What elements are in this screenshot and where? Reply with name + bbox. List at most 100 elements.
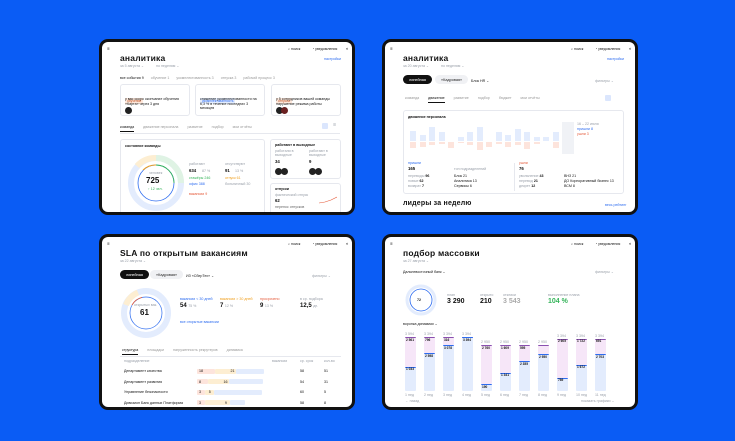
- search-button[interactable]: ⌕ поиск: [571, 47, 584, 51]
- notifications-button[interactable]: ◔ уведомления: [595, 47, 621, 51]
- tab-reports[interactable]: мои отчёты: [232, 125, 252, 129]
- full-rating-link[interactable]: весь рейтинг: [605, 203, 627, 207]
- filter-vacations[interactable]: отпуска 3: [220, 76, 237, 80]
- show-charts-button[interactable]: показать графики ⌄: [581, 399, 615, 403]
- grid-view-toggle[interactable]: [605, 95, 611, 101]
- tab-movement[interactable]: движение: [428, 96, 445, 103]
- bar-blue-label: 1 033: [406, 367, 414, 372]
- x-tick-label: 4 нед: [462, 392, 471, 397]
- filters-button[interactable]: фильтры ⌄: [312, 274, 331, 278]
- left-count: 76: [519, 166, 524, 171]
- tab-hiring[interactable]: подбор: [211, 125, 224, 129]
- list-view-toggle[interactable]: ☰: [333, 123, 337, 127]
- bar-pink-label: 1 722: [577, 339, 585, 344]
- grid-view-toggle[interactable]: [322, 123, 328, 129]
- date-select[interactable]: за 20 августа ⌄: [403, 64, 430, 68]
- theme-toggle-icon[interactable]: ◐: [346, 241, 349, 246]
- event-card[interactable]: отпуска у 5 сотрудников вашей команды на…: [271, 84, 341, 116]
- ontime-segment: [228, 379, 264, 384]
- tab-platforms[interactable]: площадки: [147, 348, 164, 352]
- filter-workflow[interactable]: рабочий процесс 3: [243, 76, 275, 80]
- bar-pink-label: 595: [520, 345, 526, 350]
- unit-select[interactable]: Блок HR ⌄: [471, 79, 490, 83]
- card-title: состояние команды: [125, 144, 161, 148]
- bar-total-label: 3 394: [557, 333, 566, 338]
- row-department: Департамент развития: [124, 379, 163, 384]
- bar-blue-segment: [595, 354, 606, 391]
- theme-toggle-icon[interactable]: ◐: [629, 46, 632, 51]
- tab-team[interactable]: команда: [405, 96, 420, 100]
- tablet-sla: ≡ ⌕ поиск ◔ уведомления ◐ SLA по открыты…: [99, 234, 355, 410]
- filters-button[interactable]: фильтры ⌄: [595, 79, 614, 83]
- tab-team[interactable]: команда: [120, 125, 135, 132]
- tab-dynamics[interactable]: динамика: [226, 348, 243, 352]
- hired-bar: [505, 135, 511, 141]
- event-card[interactable]: обучение у вас скоро окончание обучения …: [120, 84, 190, 116]
- theme-toggle-icon[interactable]: ◐: [629, 241, 632, 246]
- tab-development[interactable]: развитие: [187, 125, 203, 129]
- event-card[interactable]: укомплектованность снижение укомплектова…: [195, 84, 265, 116]
- bar-blue-segment: [443, 345, 454, 391]
- tab-reports[interactable]: мои отчёты: [520, 96, 540, 100]
- row-days: 58: [300, 400, 304, 405]
- movement-card: движение персонала 16 – 22 июля пришли 8…: [403, 110, 624, 194]
- date-select[interactable]: за 5 августа ⌄: [120, 64, 145, 68]
- hired-count: 165: [408, 166, 416, 171]
- filter-all[interactable]: все события 9: [120, 76, 144, 80]
- period-select[interactable]: по неделям ⌄: [441, 64, 465, 68]
- funnel-select[interactable]: воронка динамики ⌄: [403, 322, 438, 326]
- row-days: 60: [300, 390, 304, 394]
- theme-toggle-icon[interactable]: ◐: [346, 46, 349, 51]
- menu-icon[interactable]: ≡: [107, 241, 110, 246]
- x-tick-label: 5 нед: [481, 392, 490, 397]
- search-button[interactable]: ⌕ поиск: [288, 47, 301, 51]
- avatar: [275, 168, 282, 175]
- chip-hr[interactable]: «Кадровая»: [435, 75, 469, 84]
- menu-icon[interactable]: ≡: [390, 241, 393, 246]
- menu-icon[interactable]: ≡: [390, 46, 393, 51]
- chip-hr[interactable]: «Кадровая»: [150, 270, 184, 279]
- filters-button[interactable]: фильтры ⌄: [595, 270, 614, 274]
- notifications-button[interactable]: ◔ уведомления: [312, 242, 338, 246]
- kpi-label: отклики: [503, 293, 516, 297]
- filter-training[interactable]: обучение 1: [150, 76, 170, 80]
- sla-donut-chart: [121, 288, 171, 338]
- bar-blue-label: 2 950: [539, 354, 547, 359]
- tab-budget[interactable]: бюджет: [498, 96, 512, 100]
- settings-link[interactable]: настройки: [324, 57, 342, 61]
- bar-pink-label: 316: [444, 337, 450, 342]
- period-select[interactable]: по неделям ⌄: [156, 64, 180, 68]
- left-bar: [438, 142, 445, 144]
- tab-recruiter-load[interactable]: нагруженность рекрутеров: [172, 348, 218, 352]
- tab-movement[interactable]: движение персонала: [143, 125, 179, 129]
- overdue-segment: [197, 379, 208, 384]
- tab-structure[interactable]: структура: [122, 348, 139, 355]
- bar-total-label: 3 394: [576, 333, 585, 338]
- search-button[interactable]: ⌕ поиск: [288, 242, 301, 246]
- row-days: 54: [300, 379, 304, 384]
- notifications-button[interactable]: ◔ уведомления: [312, 47, 338, 51]
- kpi-value: 3 543: [503, 298, 521, 305]
- settings-link[interactable]: настройки: [607, 57, 625, 61]
- kpi-value-row: 9 13 %: [260, 303, 273, 309]
- date-select[interactable]: за 27 августа ⌄: [403, 259, 430, 263]
- bar-total-label: 3 394: [462, 332, 471, 336]
- tab-development[interactable]: развитие: [453, 96, 469, 100]
- hired-bar: [419, 135, 426, 141]
- kpi-label: открыто: [480, 293, 494, 297]
- chip-linear[interactable]: линейная: [120, 270, 149, 279]
- menu-icon[interactable]: ≡: [107, 46, 110, 51]
- vacation-note: перенос отпусков: [275, 204, 305, 209]
- unit-select[interactable]: Дальневосточный банк ⌄: [403, 270, 446, 274]
- search-button[interactable]: ⌕ поиск: [571, 242, 584, 246]
- tab-hiring[interactable]: подбор: [477, 96, 490, 100]
- all-vacancies-link[interactable]: все открытые вакансии: [180, 320, 219, 324]
- unit-select[interactable]: ИЗ «СберТех» ⌄: [186, 274, 215, 278]
- back-button[interactable]: ← назад: [405, 399, 420, 403]
- notifications-button[interactable]: ◔ уведомления: [595, 242, 621, 246]
- open-vacancies-count: 61: [140, 308, 149, 317]
- chip-linear[interactable]: линейная: [403, 75, 432, 84]
- filter-staffing[interactable]: укомплектованность 3: [176, 76, 214, 80]
- date-select[interactable]: за 22 августа ⌄: [120, 259, 147, 263]
- kpi-label: выполнение плана: [548, 293, 580, 297]
